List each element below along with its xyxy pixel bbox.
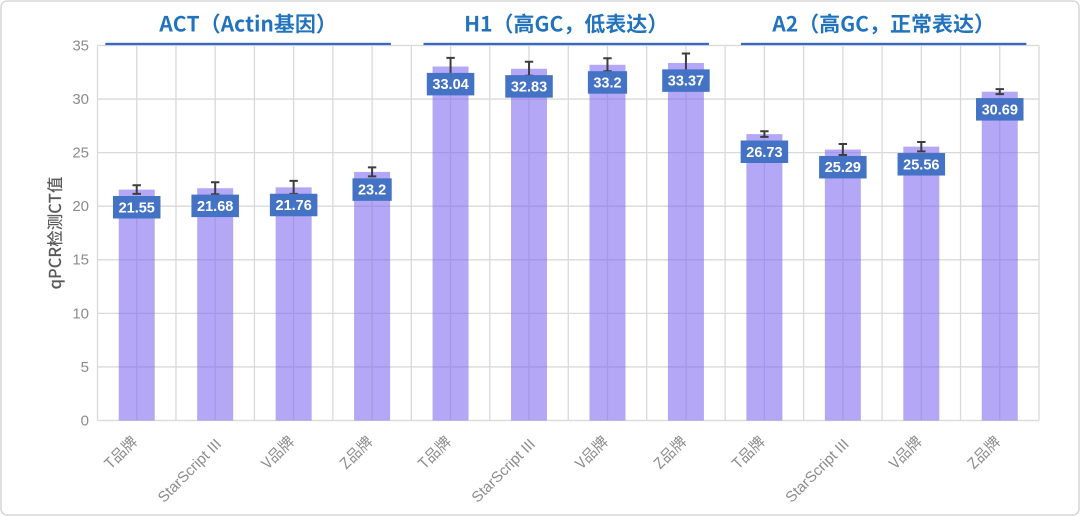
svg-text:10: 10 [72,305,89,322]
svg-text:20: 20 [72,198,89,215]
svg-text:21.76: 21.76 [276,198,312,214]
svg-text:15: 15 [72,252,89,269]
svg-text:25.56: 25.56 [903,157,939,173]
svg-text:30.69: 30.69 [982,102,1018,118]
svg-text:23.2: 23.2 [358,183,386,199]
svg-text:33.04: 33.04 [432,77,468,93]
svg-text:35: 35 [72,37,89,54]
svg-text:5: 5 [81,359,89,376]
svg-text:25: 25 [72,145,89,162]
svg-text:0: 0 [81,412,89,429]
svg-text:32.83: 32.83 [511,79,547,95]
svg-text:30: 30 [72,91,89,108]
svg-text:21.68: 21.68 [197,199,233,215]
svg-text:33.2: 33.2 [593,75,621,91]
svg-text:33.37: 33.37 [668,74,704,90]
svg-text:25.29: 25.29 [825,160,861,176]
svg-text:26.73: 26.73 [746,145,782,161]
svg-text:21.55: 21.55 [119,200,155,216]
